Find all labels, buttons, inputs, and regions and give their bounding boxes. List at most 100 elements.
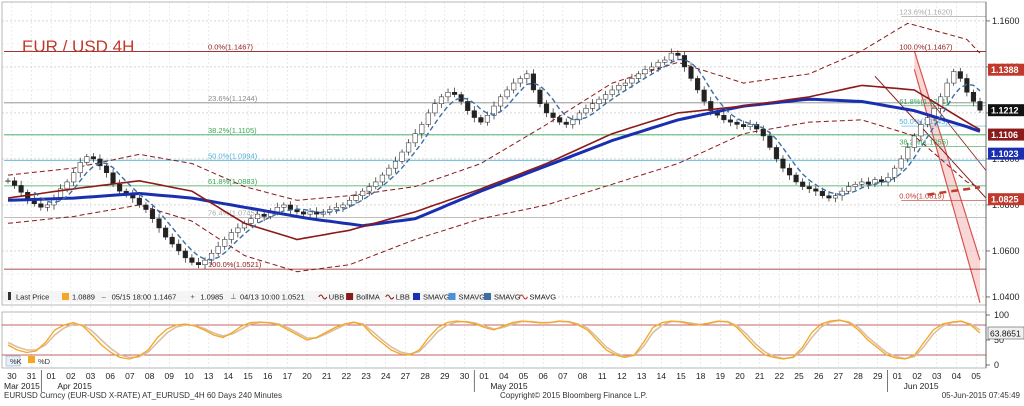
candle-body — [911, 135, 917, 148]
candle-body — [156, 218, 162, 229]
day-tick-label: 16 — [263, 371, 273, 381]
candle-body — [957, 71, 963, 79]
candle-body — [865, 181, 871, 185]
osc-legend-k-swatch — [5, 355, 21, 367]
candle-body — [44, 204, 50, 208]
candle-body — [189, 257, 195, 263]
osc-last-label: 63.8651 — [990, 329, 1021, 339]
boll-mid-line — [7, 84, 981, 241]
day-tick-label: 17 — [283, 371, 293, 381]
candle-body — [826, 195, 832, 199]
legend-label: 1.0985 — [200, 293, 223, 302]
candle-body — [386, 167, 392, 176]
legend-swatch — [484, 293, 491, 300]
fib-label: 23.6%(1.1244) — [208, 94, 258, 103]
candle-body — [727, 119, 733, 123]
day-tick-label: 22 — [342, 371, 352, 381]
legend-swatch — [385, 294, 395, 300]
price-label-box — [988, 63, 1024, 76]
day-tick-label: 27 — [401, 371, 411, 381]
day-tick-label: 07 — [558, 371, 568, 381]
day-tick-label: 20 — [302, 371, 312, 381]
candle-body — [800, 181, 806, 187]
stoch-k-line — [7, 319, 981, 360]
legend-label: 05/15 18:00 1.1467 — [112, 293, 177, 302]
candle-body — [734, 121, 740, 125]
price-label-box — [988, 193, 1024, 206]
day-tick-label: 04 — [952, 371, 962, 381]
candle-body — [412, 133, 418, 144]
candle-body — [346, 200, 353, 206]
candle-body — [143, 204, 149, 210]
candle-body — [432, 103, 438, 114]
sma-short-line — [33, 58, 981, 261]
price-label-box — [988, 128, 1024, 141]
candle-body — [300, 211, 307, 215]
candle-body — [688, 66, 694, 79]
legend-swatch: – — [102, 292, 107, 301]
candle-body — [406, 142, 412, 153]
candle-body — [530, 73, 536, 91]
price-axis: 1.16001.14001.12001.10001.08001.06001.04… — [985, 2, 1024, 368]
candle-body — [202, 259, 208, 265]
candle-body — [721, 115, 727, 121]
candle-body — [215, 246, 221, 254]
day-tick-label: 01 — [46, 371, 56, 381]
legend-swatch — [519, 294, 528, 300]
candle-body — [786, 167, 793, 176]
candle-body — [392, 161, 399, 169]
legend-swatch: + — [190, 292, 195, 301]
candle-body — [471, 110, 477, 118]
candle-body — [780, 158, 786, 169]
candle-body — [524, 73, 530, 79]
day-tick-label: 11 — [598, 371, 607, 381]
moving-averages — [7, 58, 981, 261]
day-tick-label: 28 — [853, 371, 863, 381]
fib2-label: 61.8%(1.1231) — [899, 97, 949, 106]
candle-body — [629, 78, 635, 84]
fib-label: 38.2%(1.1105) — [208, 126, 257, 135]
day-tick-label: 03 — [86, 371, 96, 381]
candle-body — [314, 211, 320, 215]
osc-legend-d: %D — [38, 357, 51, 366]
price-label-text: 1.1023 — [991, 149, 1019, 159]
candle-body — [195, 262, 202, 266]
candle-body — [898, 158, 904, 169]
fib-label: 0.0%(1.1467) — [208, 43, 254, 52]
day-tick-label: 29 — [873, 371, 883, 381]
candle-body — [261, 213, 267, 217]
osc-legend-k: %K — [10, 357, 22, 366]
day-tick-label: 30 — [7, 371, 17, 381]
candle-body — [813, 188, 819, 192]
boll-lower-line — [7, 119, 981, 273]
candle-body — [642, 69, 648, 75]
candle-body — [970, 92, 976, 102]
trendline-2 — [927, 96, 987, 171]
candle-body — [695, 78, 701, 91]
candle-body — [846, 186, 852, 192]
day-tick-label: 02 — [66, 371, 76, 381]
candle-body — [360, 190, 366, 196]
candle-body — [399, 151, 405, 162]
legend-label: UBB — [329, 293, 344, 302]
candle-body — [517, 78, 523, 84]
candle-body — [353, 195, 359, 201]
candle-body — [675, 52, 681, 56]
candle-body — [741, 124, 747, 127]
candle-body — [977, 101, 983, 111]
legend-swatch — [8, 292, 11, 300]
candle-body — [609, 89, 615, 95]
legend-label: Last Price — [16, 293, 49, 302]
candle-body — [583, 108, 589, 114]
candle-body — [668, 52, 674, 61]
day-tick-label: 21 — [755, 371, 765, 381]
candle-body — [71, 172, 77, 183]
candle-body — [701, 89, 707, 102]
candle-body — [438, 96, 445, 104]
candle-body — [563, 121, 569, 125]
bollinger-bands — [7, 22, 981, 273]
day-tick-label: 21 — [322, 371, 332, 381]
candle-body — [662, 59, 668, 63]
